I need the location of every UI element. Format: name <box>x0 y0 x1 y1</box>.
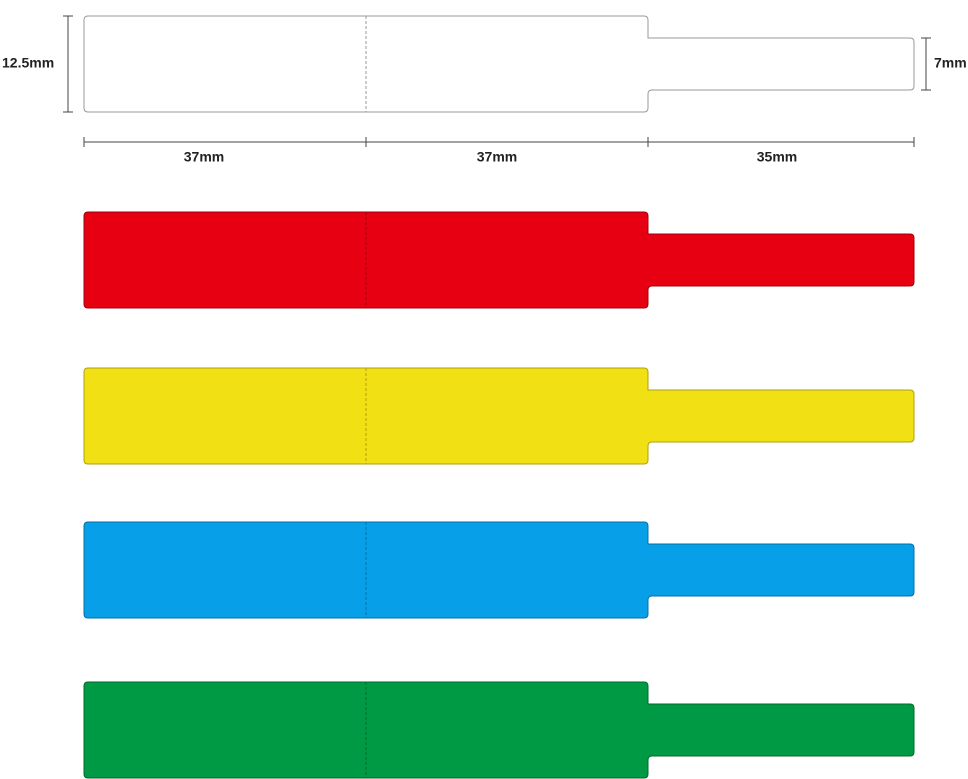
label-outline <box>83 15 915 113</box>
label-template <box>83 15 915 113</box>
width-label: 35mm <box>757 149 797 165</box>
red-label <box>83 211 915 309</box>
width-label: 37mm <box>184 149 224 165</box>
height-label: 12.5mm <box>2 55 54 71</box>
blue-label <box>83 521 915 619</box>
green-label <box>83 681 915 779</box>
dimension-lines <box>63 15 931 147</box>
width-label: 37mm <box>477 149 517 165</box>
yellow-label <box>83 367 915 465</box>
tail-height-label: 7mm <box>934 55 967 71</box>
